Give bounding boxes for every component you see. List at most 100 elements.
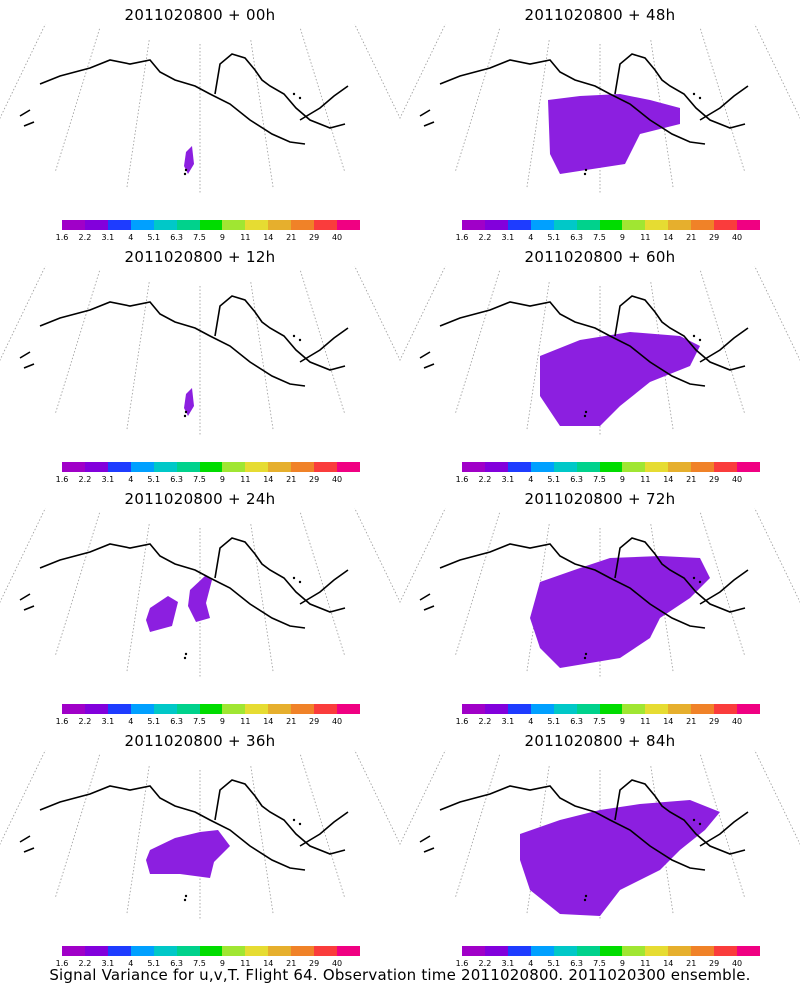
coastline <box>19 537 349 629</box>
colorbar-swatch <box>107 946 131 956</box>
colorbar-swatch <box>737 462 760 472</box>
island-dot <box>298 822 302 826</box>
meridian-line <box>54 270 100 415</box>
colorbar-tick-label: 7.5 <box>193 233 206 242</box>
colorbar-swatch <box>530 462 554 472</box>
coastline-island <box>614 537 746 613</box>
colorbar-swatch <box>507 462 531 472</box>
island-dot <box>183 414 187 418</box>
coastline-north <box>39 785 306 871</box>
island-dot <box>698 96 702 100</box>
colorbar-swatch <box>176 220 200 230</box>
colorbar-tick-label: 14 <box>663 475 674 484</box>
colorbar-labels: 1.6 2.2 3.1 4 5.1 6.3 7.5 9 11 14 21 29 40 <box>56 233 360 243</box>
colorbar-swatch <box>462 220 485 230</box>
colorbar-tick-label: 6.3 <box>170 475 183 484</box>
coastline-north <box>439 301 706 387</box>
colorbar-tick-label: 5.1 <box>547 475 561 484</box>
colorbar-swatch <box>222 220 246 230</box>
colorbar-swatch <box>668 946 692 956</box>
panel-title: 2011020800 + 36h <box>124 732 276 750</box>
meridian-line <box>0 24 46 119</box>
colorbar-tick-label: 14 <box>263 717 274 726</box>
map-panel: 2011020800 + 60h 1.6 2.2 3.1 4 5.1 6.3 7.5 9 11 14… <box>400 242 800 487</box>
colorbar-swatch <box>714 220 738 230</box>
colorbar-swatch <box>530 704 554 714</box>
colorbar-tick-label: 21 <box>286 717 297 726</box>
colorbar-swatch <box>199 704 223 714</box>
colorbar-tick-label: 21 <box>686 959 697 968</box>
colorbar-swatch <box>62 946 85 956</box>
colorbar-tick-label: 11 <box>240 959 251 968</box>
graticule <box>0 24 400 194</box>
colorbar-swatch <box>176 946 200 956</box>
meridian-line <box>700 512 746 657</box>
colorbar-tick-label: 7.5 <box>193 475 206 484</box>
colorbar-swatch <box>291 220 315 230</box>
coastline <box>419 537 749 629</box>
meridian-line <box>792 508 800 592</box>
island-dot <box>184 168 188 172</box>
colorbar-tick-label: 5.1 <box>147 717 161 726</box>
colorbar-tick-label: 1.6 <box>55 959 69 968</box>
colorbar-swatch <box>484 704 508 714</box>
island-dot <box>583 414 587 418</box>
meridian-line <box>454 28 500 173</box>
colorbar-tick-label: 5.1 <box>147 959 161 968</box>
map-panel: 2011020800 + 84h 1.6 2.2 3.1 4 5.1 6.3 7.5 9 11 14… <box>400 726 800 971</box>
meridian-line <box>0 24 8 108</box>
polar-map <box>400 750 800 920</box>
colorbar-tick-label: 7.5 <box>193 717 206 726</box>
colorbar-swatch <box>222 462 246 472</box>
colorbar-swatch <box>84 220 108 230</box>
island-dot <box>183 172 187 176</box>
colorbar-tick-label: 9 <box>219 717 225 726</box>
colorbar-tick-label: 14 <box>263 475 274 484</box>
meridian-line <box>792 266 800 350</box>
colorbar-swatch <box>153 946 177 956</box>
colorbar-tick-label: 21 <box>686 475 697 484</box>
colorbar-swatch <box>62 704 85 714</box>
colorbar-tick-label: 4 <box>128 717 134 726</box>
map-panel: 2011020800 + 48h 1.6 2.2 3.1 4 5.1 6.3 7.5 9 11 14… <box>400 0 800 245</box>
colorbar-swatch <box>314 946 338 956</box>
colorbar-tick-label: 1.6 <box>455 959 469 968</box>
colorbar-tick-label: 29 <box>309 959 320 968</box>
colorbar-swatch <box>337 462 360 472</box>
colorbar <box>62 462 360 472</box>
colorbar-tick-label: 6.3 <box>170 233 183 242</box>
panel-title: 2011020800 + 24h <box>124 490 276 508</box>
panel-title: 2011020800 + 72h <box>524 490 676 508</box>
colorbar-tick-label: 40 <box>331 475 343 484</box>
panel-title: 2011020800 + 00h <box>124 6 276 24</box>
colorbar-tick-label: 11 <box>640 959 651 968</box>
colorbar-swatch <box>484 220 508 230</box>
colorbar-tick-label: 6.3 <box>570 475 583 484</box>
colorbar-swatch <box>130 462 154 472</box>
colorbar-tick-label: 4 <box>128 475 134 484</box>
colorbar-swatch <box>622 704 646 714</box>
colorbar-tick-label: 9 <box>619 233 625 242</box>
coastline-west-islands <box>419 109 435 127</box>
coastline <box>19 779 349 871</box>
coastline-island <box>214 537 346 613</box>
colorbar-labels: 1.6 2.2 3.1 4 5.1 6.3 7.5 9 11 14 21 29 40 <box>456 233 760 243</box>
colorbar-swatch <box>337 946 360 956</box>
colorbar-tick-label: 14 <box>663 233 674 242</box>
colorbar-tick-label: 6.3 <box>170 717 183 726</box>
colorbar-tick-label: 29 <box>309 233 320 242</box>
colorbar-swatch <box>62 462 85 472</box>
colorbar-tick-label: 11 <box>240 475 251 484</box>
coastline-west-islands <box>19 351 35 369</box>
colorbar-tick-label: 14 <box>263 959 274 968</box>
map-panel: 2011020800 + 72h 1.6 2.2 3.1 4 5.1 6.3 7.5 9 11 14… <box>400 484 800 729</box>
island-dot <box>184 652 188 656</box>
colorbar-tick-label: 6.3 <box>170 959 183 968</box>
coastline-east <box>699 327 749 363</box>
colorbar <box>62 946 360 956</box>
colorbar-swatch <box>622 462 646 472</box>
meridian-line <box>454 270 500 415</box>
colorbar-tick-label: 3.1 <box>101 717 115 726</box>
map-panel: 2011020800 + 12h 1.6 2.2 3.1 4 5.1 6.3 7.5 9 11 14… <box>0 242 400 487</box>
island-dot <box>583 898 587 902</box>
